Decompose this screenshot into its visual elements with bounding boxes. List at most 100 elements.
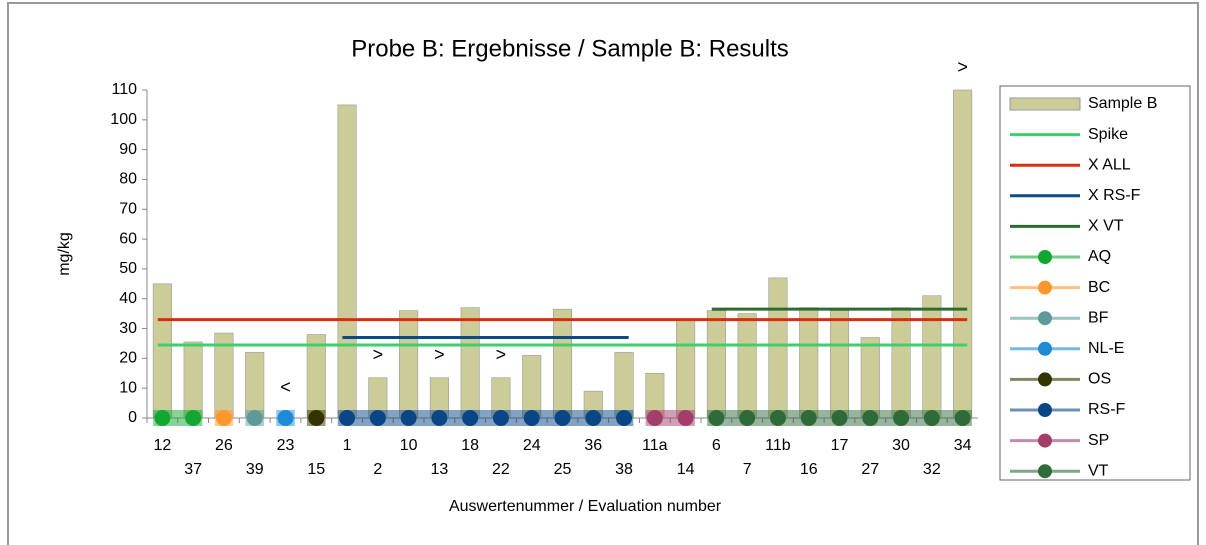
annotation: < xyxy=(280,377,291,397)
y-axis-title: mg/kg xyxy=(56,232,73,276)
group-dot xyxy=(554,410,571,426)
bar xyxy=(768,277,788,419)
x-tick-label: 15 xyxy=(307,461,325,478)
x-axis-title: Auswertenummer / Evaluation number xyxy=(449,498,722,515)
group-dot xyxy=(708,410,725,426)
legend-dot xyxy=(1038,433,1052,448)
group-dot xyxy=(215,410,232,426)
x-tick-label: 1 xyxy=(343,437,352,454)
group-dot xyxy=(246,410,263,426)
x-tick-label: 14 xyxy=(677,461,695,478)
y-tick-label: 10 xyxy=(119,379,137,396)
y-tick-label: 70 xyxy=(119,200,137,217)
group-dot xyxy=(677,410,694,426)
x-tick-label: 39 xyxy=(246,461,264,478)
legend-label: X ALL xyxy=(1088,156,1131,173)
x-tick-label: 30 xyxy=(892,437,910,454)
legend-label: OS xyxy=(1088,371,1111,388)
bar xyxy=(860,337,880,419)
y-tick-label: 20 xyxy=(119,350,137,367)
x-tick-label: 12 xyxy=(153,437,171,454)
x-tick-label: 11a xyxy=(642,437,668,454)
y-tick-label: 40 xyxy=(119,290,137,307)
chart-title: Probe B: Ergebnisse / Sample B: Results xyxy=(351,35,789,62)
x-tick-label: 26 xyxy=(215,437,233,454)
y-tick-label: 60 xyxy=(119,230,137,247)
group-dot xyxy=(831,410,848,426)
group-dot xyxy=(585,410,602,426)
legend-box xyxy=(999,85,1191,481)
bar xyxy=(245,352,265,419)
y-tick-label: 80 xyxy=(119,171,137,188)
group-dot xyxy=(431,410,448,426)
legend-dot xyxy=(1038,341,1052,356)
bar xyxy=(306,334,326,419)
x-tick-label: 18 xyxy=(461,437,479,454)
group-dot xyxy=(462,410,479,426)
legend-label: SP xyxy=(1088,432,1109,449)
legend-label: Spike xyxy=(1088,126,1128,143)
x-tick-label: 22 xyxy=(492,461,510,478)
x-tick-label: 38 xyxy=(615,461,633,478)
annotation: > xyxy=(434,344,445,364)
y-tick-label: 0 xyxy=(128,409,137,426)
bar xyxy=(183,341,203,419)
group-dot xyxy=(616,410,633,426)
y-tick-label: 30 xyxy=(119,320,137,337)
legend-swatch xyxy=(1009,97,1081,111)
legend-label: VT xyxy=(1088,462,1109,479)
bar xyxy=(891,307,911,419)
group-dot xyxy=(862,410,879,426)
x-tick-label: 27 xyxy=(861,461,879,478)
x-tick-label: 23 xyxy=(277,437,295,454)
x-tick-label: 17 xyxy=(831,437,849,454)
bar xyxy=(460,307,480,419)
bar xyxy=(706,310,726,419)
legend-label: AQ xyxy=(1088,248,1111,265)
bar xyxy=(614,352,634,419)
legend-label: NL-E xyxy=(1088,340,1124,357)
group-dot xyxy=(769,410,786,426)
legend-label: X VT xyxy=(1088,218,1124,235)
x-tick-label: 2 xyxy=(373,461,382,478)
annotation: > xyxy=(496,344,507,364)
group-dot xyxy=(893,410,910,426)
legend-dot xyxy=(1038,250,1052,264)
legend-label: X RS-F xyxy=(1088,187,1141,204)
group-dot xyxy=(308,410,325,426)
x-tick-label: 11b xyxy=(765,437,791,454)
x-tick-label: 10 xyxy=(400,437,418,454)
group-dot xyxy=(369,410,386,426)
group-dot xyxy=(277,410,294,426)
legend-dot xyxy=(1038,372,1052,387)
group-dot xyxy=(185,410,202,426)
group-dot xyxy=(400,410,417,426)
x-tick-label: 36 xyxy=(584,437,602,454)
group-dot xyxy=(739,410,756,426)
group-dot xyxy=(954,410,971,426)
legend-dot xyxy=(1038,464,1052,479)
group-dot xyxy=(492,410,509,426)
annotation: > xyxy=(373,344,384,364)
group-dot xyxy=(339,410,356,426)
legend-label: BF xyxy=(1088,309,1109,326)
legend-label: BC xyxy=(1088,279,1110,296)
legend-dot xyxy=(1038,311,1052,326)
legend-label: RS-F xyxy=(1088,401,1126,418)
x-tick-label: 25 xyxy=(554,461,572,478)
legend-dot xyxy=(1038,280,1052,295)
bar xyxy=(522,355,542,419)
x-tick-label: 6 xyxy=(712,437,721,454)
group-dot xyxy=(646,410,663,426)
x-tick-label: 13 xyxy=(430,461,448,478)
legend-dot xyxy=(1038,403,1052,417)
group-dot xyxy=(523,410,540,426)
annotation: > xyxy=(957,57,968,77)
group-dot xyxy=(923,410,940,426)
bar xyxy=(829,310,850,419)
bar xyxy=(953,89,973,419)
bar xyxy=(737,313,757,419)
y-tick-label: 50 xyxy=(119,260,137,277)
x-tick-label: 34 xyxy=(954,437,972,454)
